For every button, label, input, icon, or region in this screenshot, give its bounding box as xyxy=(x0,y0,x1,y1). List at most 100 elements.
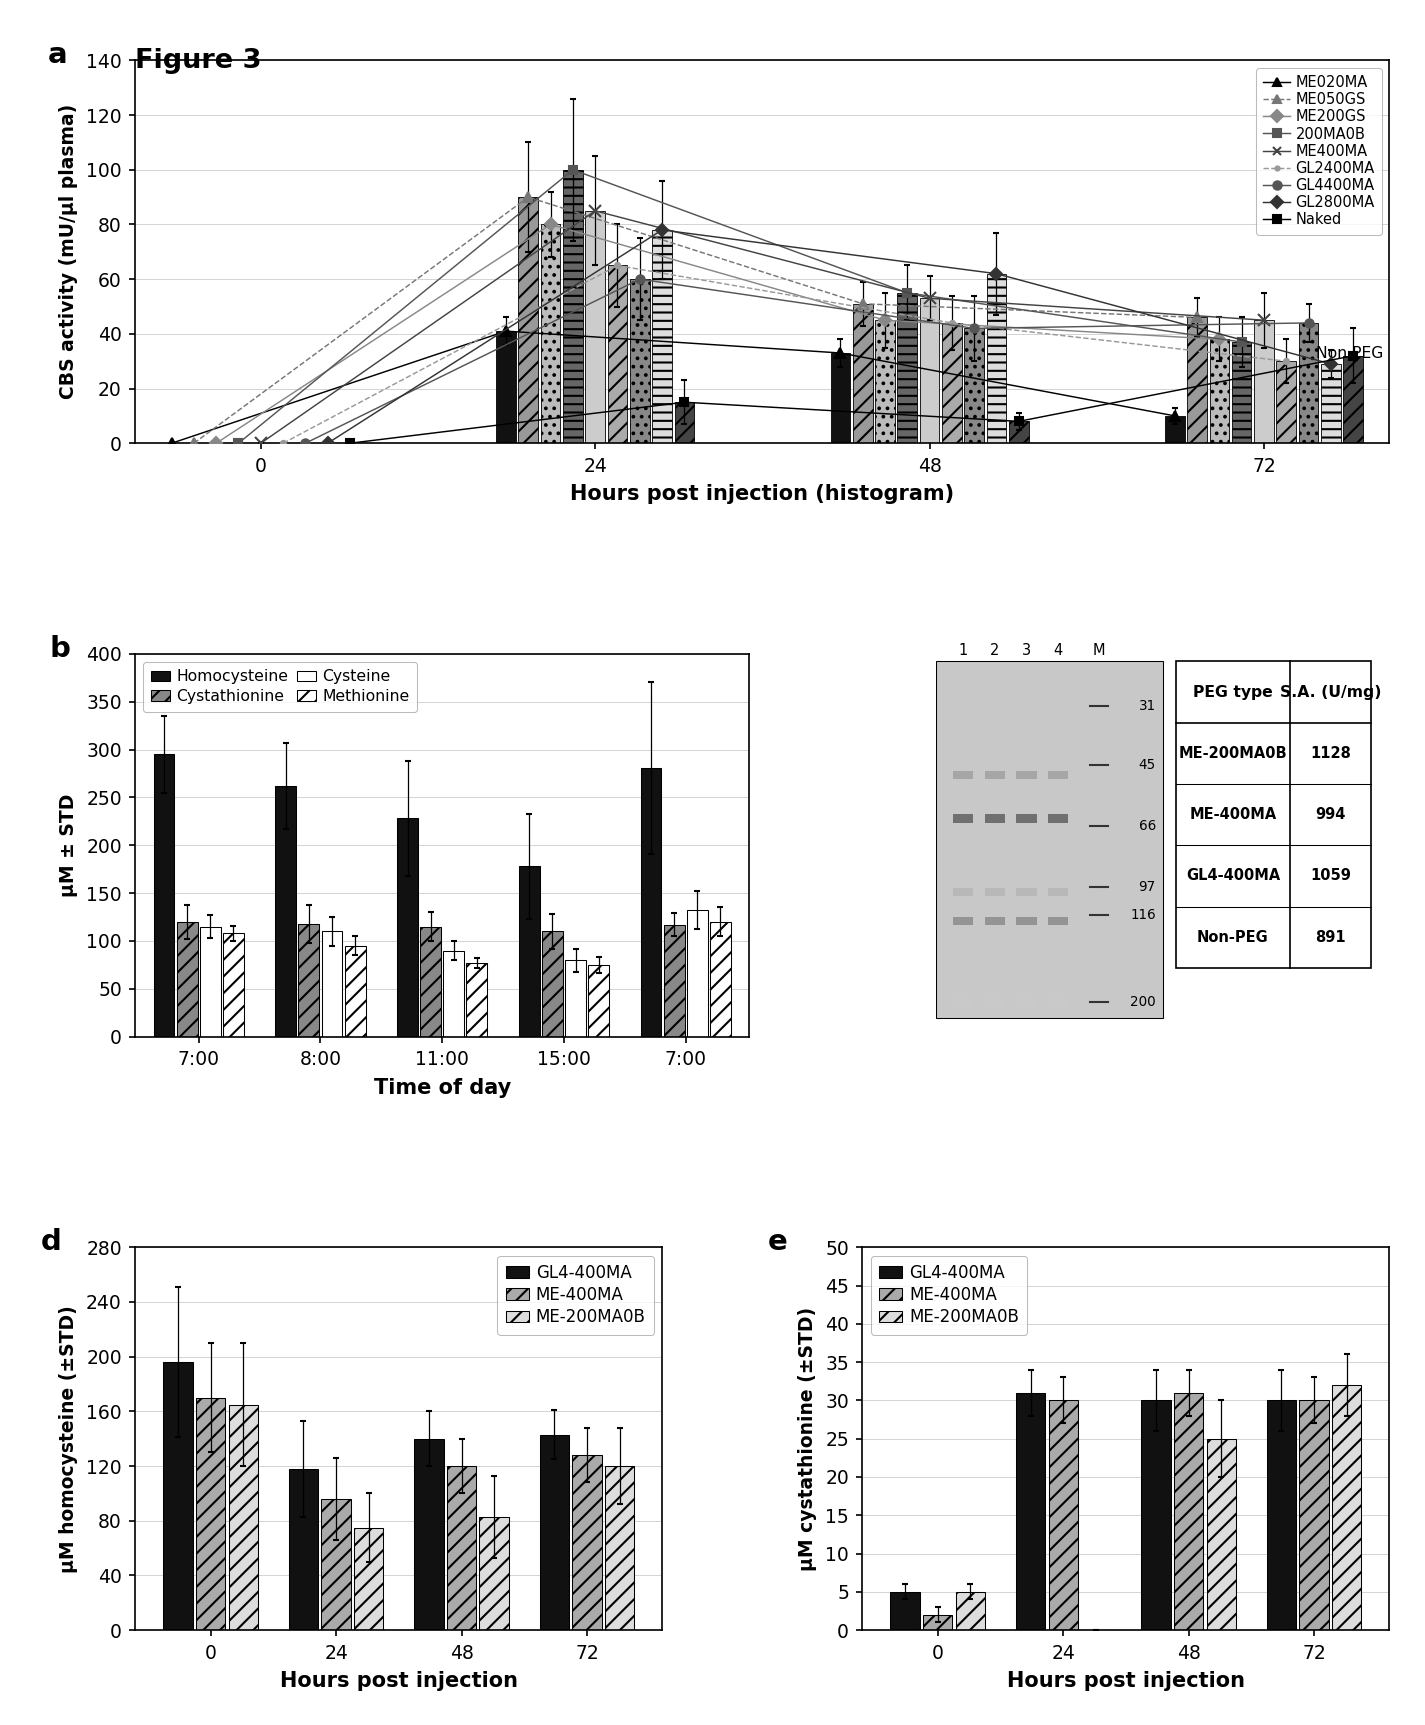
Bar xyxy=(953,771,973,780)
Bar xyxy=(322,1499,351,1630)
Bar xyxy=(953,916,973,925)
Text: 1059: 1059 xyxy=(1310,868,1351,883)
Bar xyxy=(953,997,973,1006)
Bar xyxy=(1047,997,1069,1006)
Text: d: d xyxy=(40,1228,61,1256)
Bar xyxy=(831,354,851,443)
Text: e: e xyxy=(768,1228,788,1256)
Bar xyxy=(854,304,872,443)
Text: b: b xyxy=(50,635,70,662)
Bar xyxy=(1300,1401,1328,1630)
Text: 200: 200 xyxy=(1130,995,1156,1009)
Bar xyxy=(1254,321,1274,443)
Bar xyxy=(519,197,539,443)
Bar xyxy=(586,210,606,443)
Bar xyxy=(985,814,1005,823)
X-axis label: Hours post injection: Hours post injection xyxy=(279,1672,517,1690)
Bar xyxy=(1016,1392,1046,1630)
Y-axis label: μM homocysteine (±STD): μM homocysteine (±STD) xyxy=(58,1304,78,1573)
Y-axis label: μM ± STD: μM ± STD xyxy=(58,794,78,897)
Bar xyxy=(965,328,985,443)
Bar xyxy=(674,402,694,443)
Bar xyxy=(985,888,1005,895)
Bar xyxy=(630,279,650,443)
Bar xyxy=(606,1466,634,1630)
Text: ME-400MA: ME-400MA xyxy=(1190,807,1277,823)
Legend: Homocysteine, Cystathionine, Cysteine, Methionine: Homocysteine, Cystathionine, Cysteine, M… xyxy=(142,662,418,712)
Bar xyxy=(566,961,586,1037)
Bar xyxy=(420,926,442,1037)
Bar xyxy=(985,771,1005,780)
Bar xyxy=(298,925,319,1037)
Bar xyxy=(898,293,918,443)
Bar xyxy=(985,916,1005,925)
Bar xyxy=(919,298,939,443)
Bar xyxy=(923,1615,952,1630)
Text: a: a xyxy=(47,41,67,69)
Bar xyxy=(641,768,661,1037)
Bar xyxy=(1187,317,1207,443)
Bar xyxy=(1176,661,1371,968)
Bar xyxy=(154,754,174,1037)
Bar xyxy=(710,921,731,1037)
Bar xyxy=(607,266,627,443)
Text: ME-200MA0B: ME-200MA0B xyxy=(1178,745,1287,761)
Bar xyxy=(197,1397,225,1630)
Bar xyxy=(687,911,708,1037)
Bar xyxy=(1009,421,1029,443)
Bar xyxy=(1210,340,1230,443)
Text: 66: 66 xyxy=(1139,819,1156,833)
Text: Figure 3: Figure 3 xyxy=(135,48,262,74)
Bar xyxy=(875,321,895,443)
Legend: GL4-400MA, ME-400MA, ME-200MA0B: GL4-400MA, ME-400MA, ME-200MA0B xyxy=(497,1256,654,1335)
Text: 45: 45 xyxy=(1139,757,1156,771)
Y-axis label: CBS activity (mU/μl plasma): CBS activity (mU/μl plasma) xyxy=(58,104,78,400)
Bar xyxy=(275,787,296,1037)
Bar xyxy=(986,274,1006,443)
Bar xyxy=(573,1456,601,1630)
Text: 3: 3 xyxy=(1022,643,1032,657)
Bar xyxy=(1298,323,1318,443)
Bar xyxy=(1047,814,1069,823)
Bar xyxy=(953,814,973,823)
Bar xyxy=(322,932,342,1037)
Text: 1128: 1128 xyxy=(1310,745,1351,761)
Bar xyxy=(1047,916,1069,925)
Bar xyxy=(1049,1401,1077,1630)
Text: 891: 891 xyxy=(1315,930,1345,945)
Text: 31: 31 xyxy=(1139,699,1156,712)
Bar xyxy=(936,661,1163,1018)
Bar xyxy=(1016,814,1037,823)
Text: M: M xyxy=(1093,643,1106,657)
Bar xyxy=(443,950,465,1037)
Text: PEG type: PEG type xyxy=(1193,685,1273,700)
Bar xyxy=(1166,416,1184,443)
X-axis label: Time of day: Time of day xyxy=(373,1078,510,1097)
Bar xyxy=(540,224,560,443)
Legend: GL4-400MA, ME-400MA, ME-200MA0B: GL4-400MA, ME-400MA, ME-200MA0B xyxy=(871,1256,1027,1335)
Bar xyxy=(1267,1401,1297,1630)
Bar xyxy=(222,933,244,1037)
Bar xyxy=(1174,1392,1203,1630)
Bar xyxy=(953,888,973,895)
Text: 994: 994 xyxy=(1315,807,1345,823)
Text: 1: 1 xyxy=(959,643,968,657)
Bar xyxy=(1277,361,1297,443)
Bar xyxy=(1016,916,1037,925)
Bar xyxy=(164,1363,192,1630)
Bar xyxy=(1321,364,1341,443)
Bar xyxy=(1207,1439,1235,1630)
Bar xyxy=(1016,771,1037,780)
Bar xyxy=(496,331,516,443)
X-axis label: Hours post injection: Hours post injection xyxy=(1007,1672,1245,1690)
Bar xyxy=(1141,1401,1171,1630)
Bar xyxy=(1332,1385,1361,1630)
Bar xyxy=(519,866,540,1037)
Text: GL4-400MA: GL4-400MA xyxy=(1186,868,1280,883)
Legend: ME020MA, ME050GS, ME200GS, 200MA0B, ME400MA, GL2400MA, GL4400MA, GL2800MA, Naked: ME020MA, ME050GS, ME200GS, 200MA0B, ME40… xyxy=(1257,67,1382,235)
Text: 4: 4 xyxy=(1053,643,1063,657)
Bar xyxy=(398,818,418,1037)
Bar xyxy=(200,926,221,1037)
Bar xyxy=(1016,888,1037,895)
Text: 116: 116 xyxy=(1130,909,1156,923)
